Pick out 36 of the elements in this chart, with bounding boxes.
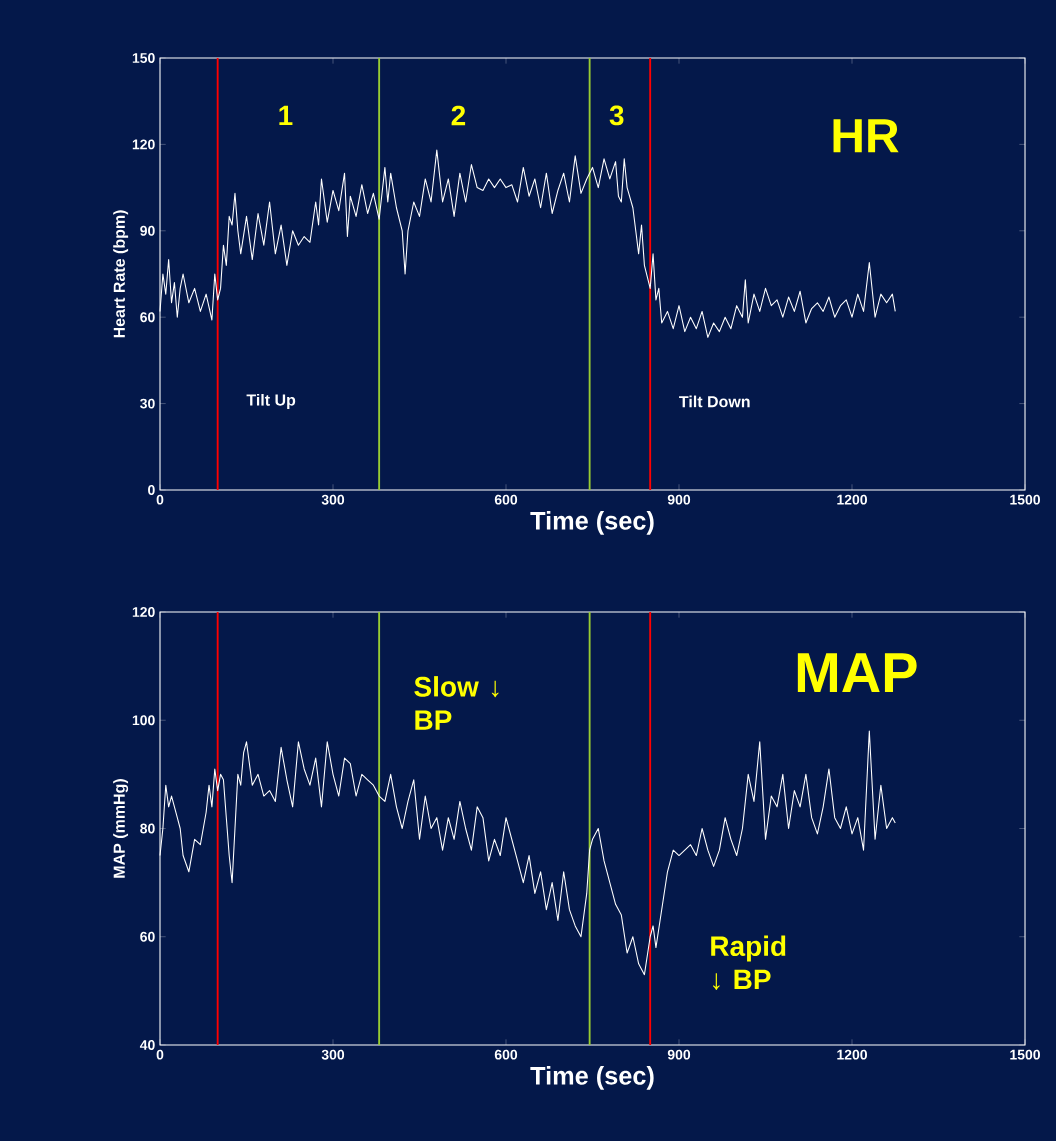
x-tick-label: 300 bbox=[321, 1049, 345, 1060]
x-tick-label: 900 bbox=[667, 494, 691, 505]
annotation: Slow ↓ BP bbox=[414, 676, 499, 730]
x-tick-label: 300 bbox=[321, 494, 345, 505]
y-tick-label: 90 bbox=[140, 225, 155, 236]
ref-line-label: Tilt Up bbox=[246, 393, 296, 409]
x-tick-label: 1200 bbox=[837, 494, 868, 505]
y-tick-label: 60 bbox=[140, 312, 155, 323]
x-tick-label: 1200 bbox=[837, 1049, 868, 1060]
annotation: 3 bbox=[609, 105, 624, 126]
y-tick-label: 100 bbox=[132, 715, 155, 726]
x-axis-title: Time (sec) bbox=[530, 1066, 654, 1090]
y-tick-label: 0 bbox=[148, 485, 155, 495]
y-tick-label: 120 bbox=[132, 139, 155, 150]
x-tick-label: 1500 bbox=[1010, 494, 1041, 505]
annotation: Rapid ↓ BP bbox=[711, 935, 786, 990]
annotation: 2 bbox=[451, 105, 466, 126]
y-tick-label: 40 bbox=[139, 1040, 155, 1050]
text: MAP bbox=[797, 653, 917, 692]
x-tick-label: 0 bbox=[156, 494, 164, 505]
x-tick-label: 0 bbox=[156, 1049, 164, 1060]
x-axis-title: Time (sec) bbox=[530, 511, 654, 535]
y-tick-label: 120 bbox=[132, 607, 155, 617]
y-tick-label: 150 bbox=[132, 53, 155, 63]
x-tick-label: 600 bbox=[494, 1049, 518, 1060]
annotation: 1 bbox=[279, 105, 293, 126]
y-axis-title: Heart Rate (bpm) bbox=[113, 210, 129, 338]
text: HR bbox=[833, 119, 899, 153]
y-tick-label: 80 bbox=[140, 823, 155, 834]
y-tick-label: 30 bbox=[140, 398, 155, 409]
y-tick-label: 60 bbox=[140, 931, 155, 942]
x-tick-label: 1500 bbox=[1010, 1049, 1041, 1060]
y-axis-title: MAP (mmHg) bbox=[113, 779, 129, 878]
ref-line-label: Tilt Down bbox=[679, 395, 750, 408]
x-tick-label: 900 bbox=[667, 1049, 691, 1060]
x-tick-label: 600 bbox=[494, 494, 518, 505]
